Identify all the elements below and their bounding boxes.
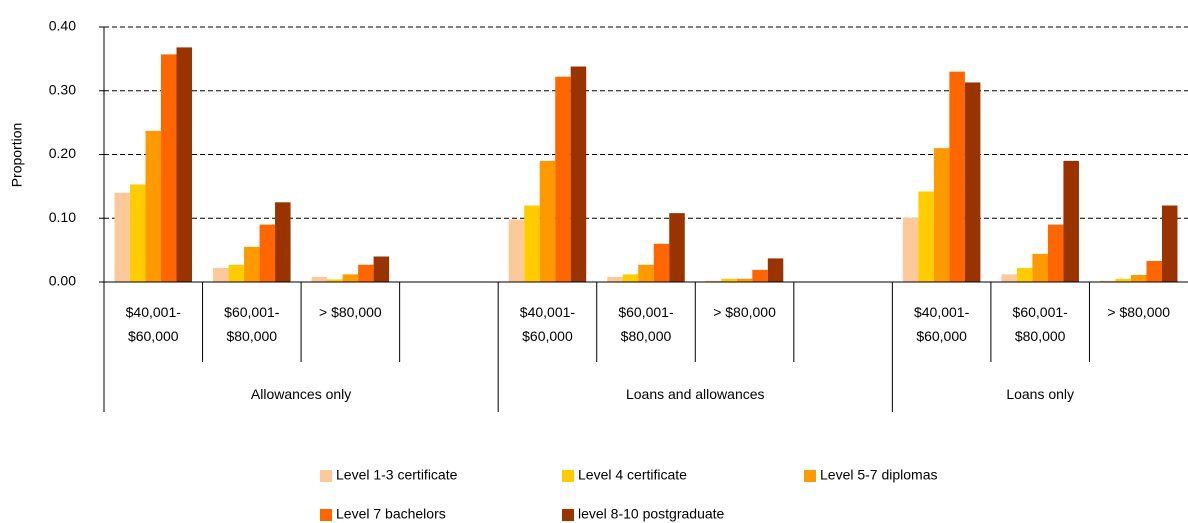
legend-label: Level 1-3 certificate (336, 467, 458, 483)
y-tick-label: 0.30 (49, 81, 76, 97)
x-tick-label: $40,001- $60,000 (125, 304, 181, 344)
bar (767, 258, 784, 282)
bar (721, 278, 737, 282)
y-axis-label: Proportion (9, 123, 25, 188)
bar (508, 219, 525, 282)
bar (570, 66, 587, 283)
bar (1146, 260, 1162, 282)
bar (1161, 205, 1178, 282)
group-label: Loans and allowances (625, 386, 765, 402)
bar (342, 274, 359, 282)
bar (539, 160, 556, 282)
bar (358, 264, 374, 282)
y-tick-label: 0.00 (49, 273, 76, 289)
bar (622, 274, 639, 282)
bar (902, 217, 919, 282)
bar (373, 256, 390, 282)
x-tick-label: $40,001- $60,000 (913, 304, 970, 344)
legend-swatch (320, 470, 332, 482)
bar (1016, 267, 1033, 282)
bar (1032, 253, 1048, 282)
bar (653, 243, 670, 282)
legend-label: Level 7 bachelors (336, 506, 446, 522)
bar (752, 269, 768, 282)
bar (176, 47, 193, 283)
bar (327, 279, 343, 282)
group-label: Allowances only (250, 386, 352, 402)
bar (933, 148, 950, 282)
bar (638, 264, 654, 282)
bar (669, 213, 685, 282)
bar (555, 76, 571, 282)
y-tick-label: 0.20 (49, 145, 76, 161)
x-tick-label: > $80,000 (1107, 304, 1171, 320)
bar (607, 276, 623, 282)
bar (1099, 280, 1116, 282)
x-tick-label: > $80,000 (713, 304, 776, 320)
bar (1063, 160, 1079, 282)
legend-label: level 8-10 postgraduate (578, 506, 725, 522)
bar (228, 264, 245, 282)
y-tick-label: 0.40 (49, 18, 76, 34)
legend-label: Level 4 certificate (578, 467, 687, 483)
y-tick-label: 0.10 (49, 209, 76, 225)
x-tick-label: $60,001- $80,000 (618, 304, 674, 344)
legend-swatch (562, 470, 574, 482)
x-tick-label: > $80,000 (319, 304, 382, 320)
bar (1001, 274, 1017, 282)
bar (918, 191, 934, 282)
group-label: Loans only (1006, 386, 1075, 402)
bar (244, 246, 260, 282)
bar (949, 71, 965, 282)
x-tick-label: $60,001- $80,000 (224, 304, 280, 344)
bar (524, 205, 540, 282)
legend-label: Level 5-7 diplomas (820, 467, 938, 483)
bar (161, 54, 177, 282)
bar (259, 224, 276, 282)
bar (130, 184, 146, 282)
bar (705, 280, 722, 282)
bar (114, 192, 131, 282)
legend-swatch (804, 470, 816, 482)
x-tick-label: $40,001- $60,000 (519, 304, 576, 344)
bar (1130, 274, 1147, 282)
bar (1047, 224, 1064, 282)
x-tick-label: $60,001- $80,000 (1012, 304, 1068, 344)
bar (964, 82, 981, 283)
bar (311, 276, 328, 282)
bar (1115, 278, 1131, 282)
bar (736, 278, 753, 282)
bar (145, 130, 162, 282)
legend-swatch (562, 509, 574, 521)
bar (275, 202, 291, 282)
legend-swatch (320, 509, 332, 521)
bar (213, 267, 229, 282)
